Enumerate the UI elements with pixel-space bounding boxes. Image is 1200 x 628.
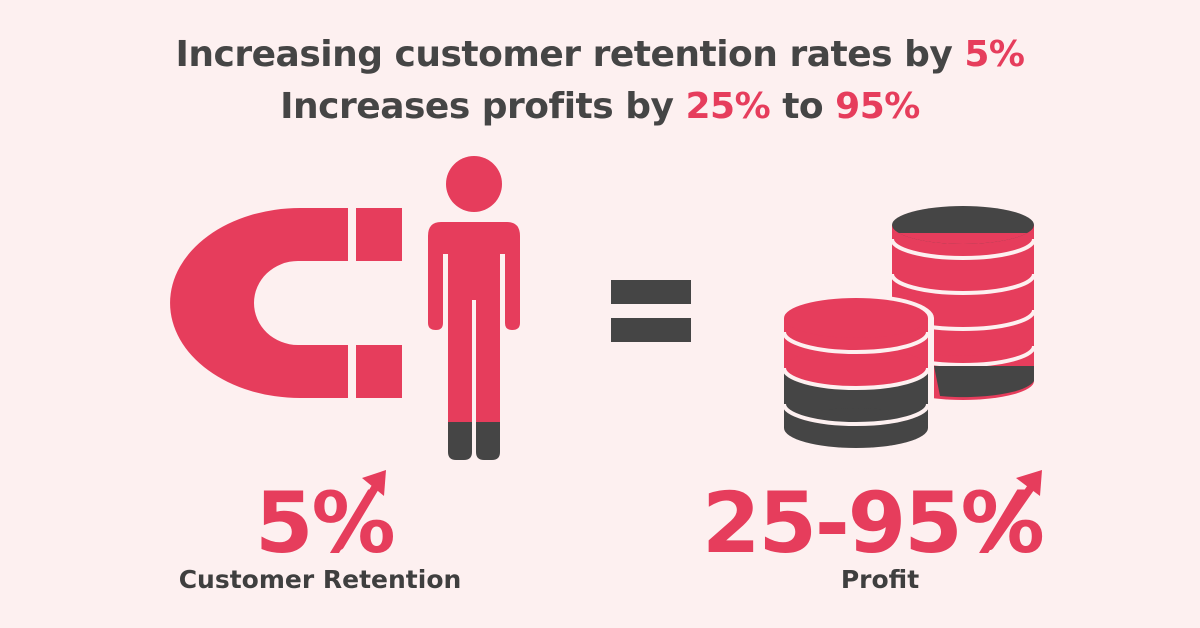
headline-profit-high-highlight: 95% <box>835 86 920 127</box>
profit-caption: Profit <box>840 565 920 594</box>
headline-retention-highlight: 5% <box>964 34 1025 75</box>
headline-line-1-text: Increasing customer retention rates by <box>175 34 965 75</box>
coin-stack-icon <box>778 206 1036 457</box>
retention-caption: Customer Retention <box>178 565 462 594</box>
magnet-icon <box>170 208 402 398</box>
retention-value: 5% <box>255 474 396 572</box>
headline-line-2: Increases profits by 25% to 95% <box>0 86 1200 127</box>
headline-profit-low-highlight: 25% <box>685 86 771 127</box>
headline-line-1: Increasing customer retention rates by 5… <box>0 34 1200 75</box>
person-icon <box>428 156 520 460</box>
arrow-up-icon <box>986 470 1042 550</box>
arrow-up-icon <box>336 470 386 550</box>
profit-value: 25-95% <box>702 474 1045 572</box>
equals-icon <box>611 280 691 342</box>
headline-line-2-text-a: Increases profits by <box>280 86 686 127</box>
headline-line-2-text-b: to <box>770 86 836 127</box>
